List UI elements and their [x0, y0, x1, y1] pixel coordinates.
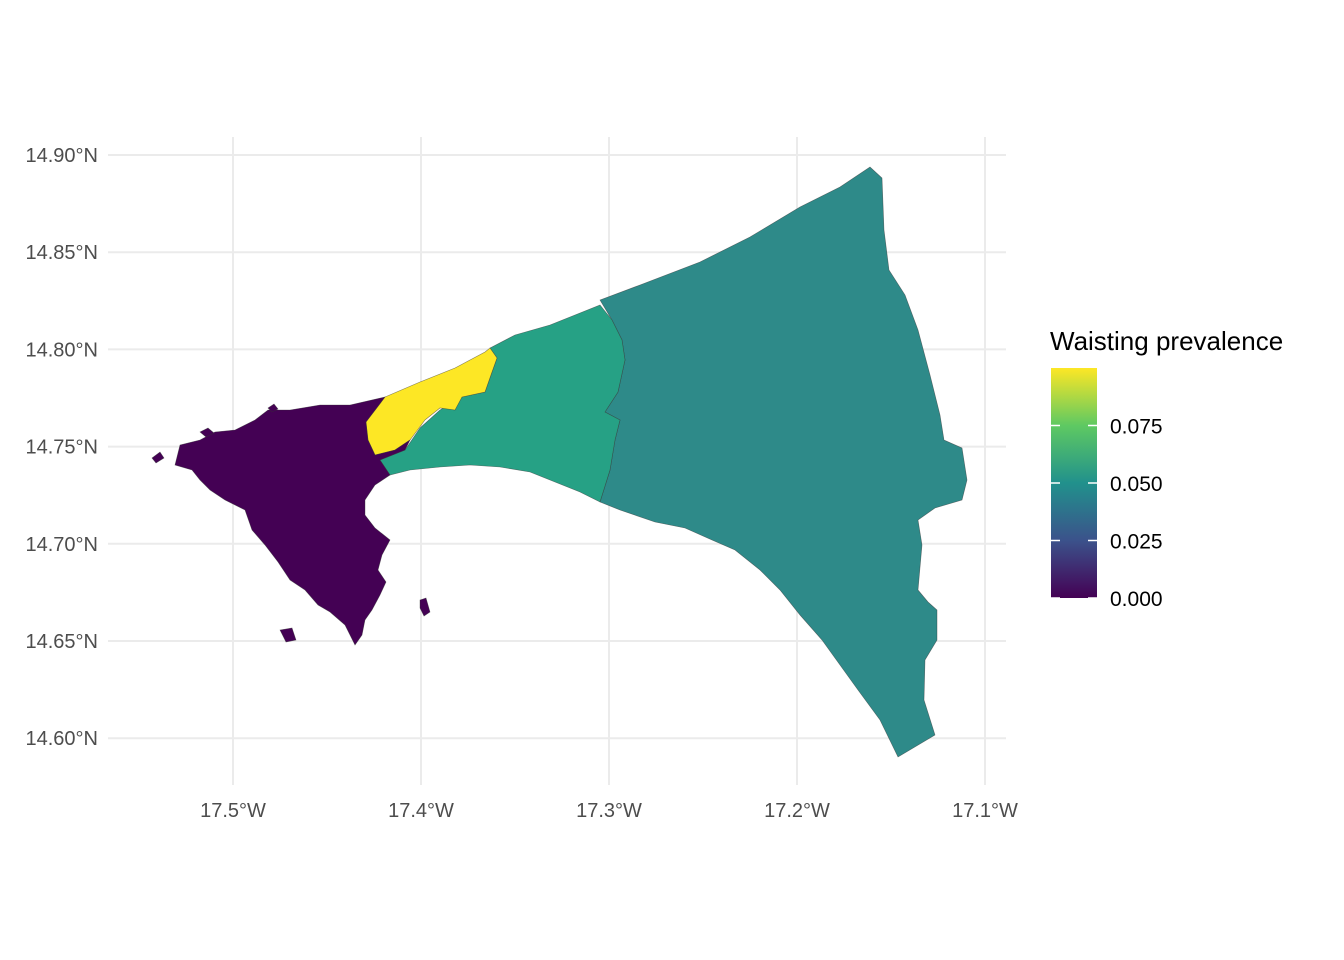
y-tick-label: 14.75°N — [26, 437, 99, 459]
island-north — [267, 403, 279, 413]
y-tick-label: 14.90°N — [26, 145, 99, 167]
legend-label: 0.000 — [1110, 588, 1163, 611]
y-tick-label: 14.85°N — [26, 242, 99, 264]
axis-labels: 17.5°W 17.4°W 17.3°W 17.2°W 17.1°W 14.90°N 14.… — [26, 145, 1019, 822]
island-ngor — [199, 427, 215, 438]
y-tick-label: 14.80°N — [26, 339, 99, 361]
legend-label: 0.075 — [1110, 416, 1163, 439]
y-tick-label: 14.60°N — [26, 728, 99, 750]
island-gore — [419, 597, 431, 617]
region-east[interactable] — [599, 166, 968, 758]
regions — [151, 166, 968, 758]
x-tick-label: 17.3°W — [576, 800, 642, 822]
x-tick-label: 17.2°W — [764, 800, 830, 822]
island-south — [279, 627, 297, 643]
x-tick-label: 17.4°W — [388, 800, 454, 822]
legend-ticks: 0.075 0.050 0.025 0.000 — [1051, 416, 1163, 611]
legend: Waisting prevalence 0.075 0.050 0.025 0.000 — [1050, 326, 1283, 611]
legend-label: 0.025 — [1110, 531, 1163, 554]
y-tick-label: 14.65°N — [26, 631, 99, 653]
island-west — [151, 451, 165, 464]
x-tick-label: 17.5°W — [200, 800, 266, 822]
y-tick-label: 14.70°N — [26, 534, 99, 556]
legend-title: Waisting prevalence — [1050, 326, 1283, 356]
legend-label: 0.050 — [1110, 473, 1163, 496]
x-tick-label: 17.1°W — [952, 800, 1018, 822]
region-central[interactable] — [379, 304, 626, 503]
